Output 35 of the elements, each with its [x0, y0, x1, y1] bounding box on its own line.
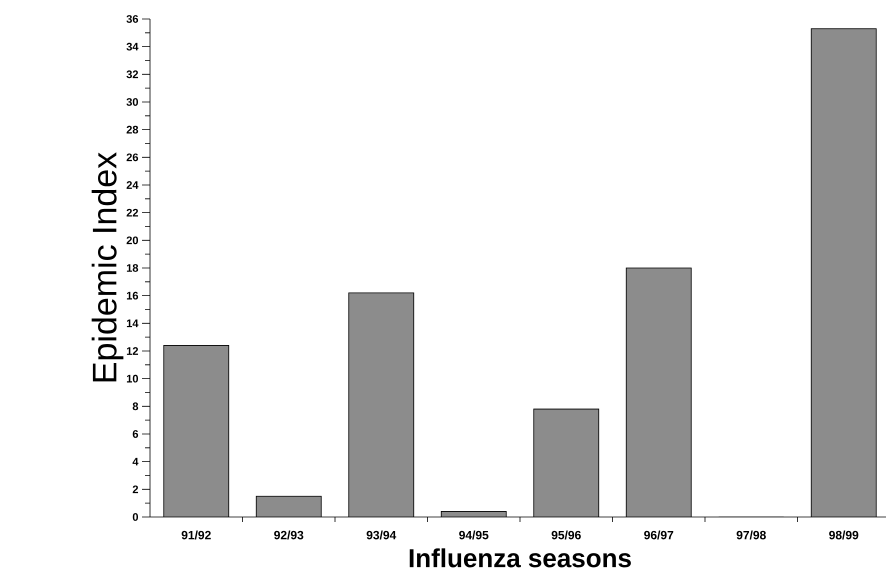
y-tick-label: 12	[126, 347, 138, 355]
x-tick-label: 95/96	[552, 530, 581, 540]
bar	[626, 268, 692, 517]
y-tick-label: 18	[126, 264, 138, 272]
y-tick-label: 0	[132, 513, 138, 521]
bar	[256, 496, 322, 517]
x-tick-label: 98/99	[829, 530, 858, 540]
y-tick-label: 30	[126, 98, 138, 106]
x-tick-label: 92/93	[274, 530, 304, 540]
x-axis-title: Influenza seasons	[410, 548, 631, 568]
y-tick-label: 24	[126, 181, 138, 189]
bar	[348, 292, 414, 517]
y-tick-label: 16	[126, 292, 138, 300]
x-tick-label: 93/94	[366, 530, 396, 540]
y-tick-label: 34	[126, 42, 138, 51]
bar	[810, 28, 877, 517]
x-tick-label: 94/95	[459, 530, 488, 540]
y-tick-label: 36	[126, 15, 138, 23]
bar	[164, 345, 229, 517]
y-axis-title: Epidemic Index	[92, 152, 124, 382]
y-tick-label: 26	[126, 153, 138, 162]
y-tick-label: 32	[126, 70, 138, 78]
x-tick-label: 91/92	[182, 530, 211, 540]
y-tick-label: 20	[126, 236, 138, 244]
y-tick-label: 4	[132, 458, 138, 466]
bar	[534, 409, 599, 517]
y-tick-label: 14	[126, 320, 138, 328]
y-tick-label: 10	[126, 374, 138, 383]
y-tick-label: 6	[132, 430, 138, 438]
y-tick-label: 8	[132, 402, 138, 410]
y-tick-label: 22	[126, 208, 138, 216]
y-tick-label: 28	[126, 126, 138, 134]
x-tick-label: 97/98	[736, 530, 766, 540]
y-tick-label: 2	[132, 485, 138, 494]
x-tick-label: 96/97	[644, 530, 674, 540]
